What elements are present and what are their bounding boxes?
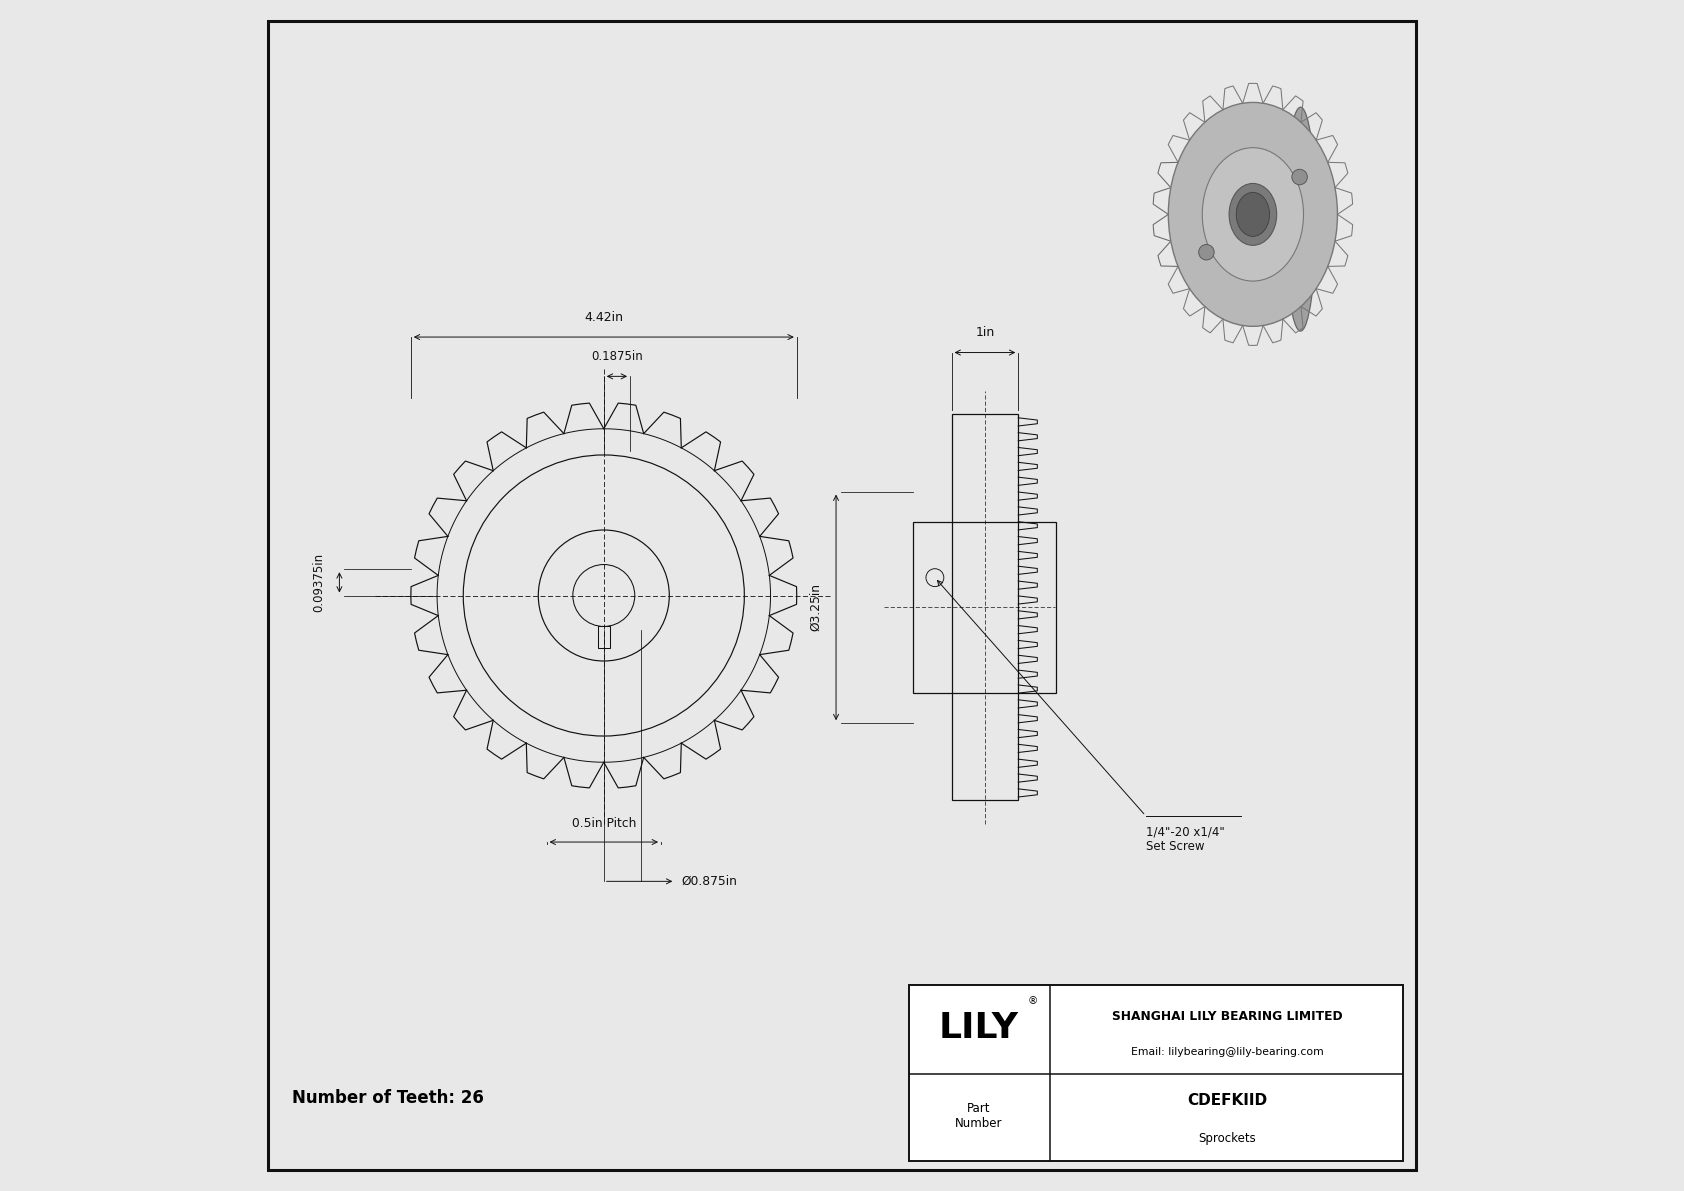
Text: Ø0.875in: Ø0.875in [682,875,738,887]
Text: 0.1875in: 0.1875in [591,350,643,363]
Text: Part
Number: Part Number [955,1103,1002,1130]
Bar [913,522,1056,693]
Ellipse shape [1285,107,1315,331]
Text: SHANGHAI LILY BEARING LIMITED: SHANGHAI LILY BEARING LIMITED [1111,1010,1342,1023]
Text: 1/4"-20 x1/4"
Set Screw: 1/4"-20 x1/4" Set Screw [1145,825,1224,854]
Ellipse shape [1229,183,1276,245]
Text: LILY: LILY [940,1011,1019,1046]
Text: 4.42in: 4.42in [584,311,623,324]
Text: Ø3.25in: Ø3.25in [808,584,822,631]
Text: 1in: 1in [975,326,995,339]
Circle shape [1292,169,1307,185]
Bar [909,985,1403,1161]
Ellipse shape [1169,102,1337,326]
Ellipse shape [1236,193,1270,237]
Bar [951,414,1019,800]
Bar [598,626,610,648]
Text: Number of Teeth: 26: Number of Teeth: 26 [291,1089,483,1108]
Text: ®: ® [1027,996,1037,1006]
Text: 0.5in Pitch: 0.5in Pitch [571,817,637,830]
Text: 0.09375in: 0.09375in [312,553,325,612]
Text: CDEFKIID: CDEFKIID [1187,1093,1268,1108]
Ellipse shape [1202,148,1303,281]
Circle shape [1199,244,1214,260]
Text: Email: lilybearing@lily-bearing.com: Email: lilybearing@lily-bearing.com [1132,1047,1324,1056]
Text: Sprockets: Sprockets [1199,1131,1256,1145]
